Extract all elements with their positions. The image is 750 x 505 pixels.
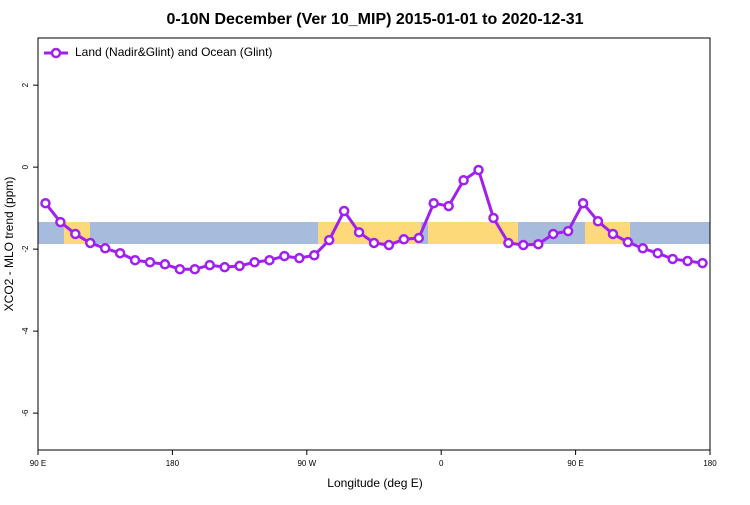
data-point xyxy=(488,212,499,224)
legend-swatch-marker xyxy=(50,47,62,59)
data-point xyxy=(652,247,663,259)
data-point xyxy=(70,228,81,240)
data-point xyxy=(204,259,215,271)
data-point xyxy=(562,225,574,237)
data-point xyxy=(667,253,678,265)
data-point xyxy=(99,243,111,254)
data-point xyxy=(323,234,335,246)
data-point xyxy=(697,257,708,269)
data-point xyxy=(85,237,96,249)
x-axis-label: Longitude (deg E) xyxy=(327,476,422,490)
data-point xyxy=(592,215,604,227)
data-point xyxy=(40,197,51,209)
data-point xyxy=(174,263,186,275)
data-point xyxy=(159,259,171,270)
x-tick-label: 0 xyxy=(439,459,444,468)
data-point xyxy=(234,260,245,272)
data-point xyxy=(533,238,544,250)
data-point xyxy=(129,254,141,266)
data-point xyxy=(413,232,425,244)
legend-label: Land (Nadir&Glint) and Ocean (Glint) xyxy=(75,45,272,59)
chart-title: 0-10N December (Ver 10_MIP) 2015-01-01 t… xyxy=(166,11,583,28)
data-point xyxy=(383,239,395,251)
y-tick-label: -2 xyxy=(21,245,30,253)
x-tick-label: 180 xyxy=(703,459,717,468)
data-point xyxy=(443,200,454,212)
y-tick-label: 0 xyxy=(21,164,30,169)
y-tick-label: 2 xyxy=(21,82,30,87)
data-point xyxy=(577,197,589,209)
data-point xyxy=(547,228,559,240)
data-point xyxy=(607,228,619,240)
data-point xyxy=(473,164,484,176)
data-point xyxy=(353,227,365,238)
data-point xyxy=(189,263,201,275)
x-tick-label: 90 W xyxy=(297,459,316,468)
plot-frame xyxy=(37,37,711,451)
data-point xyxy=(338,205,350,217)
data-point xyxy=(622,236,634,248)
data-point xyxy=(249,256,260,268)
data-point xyxy=(55,216,66,228)
data-point xyxy=(458,175,469,186)
x-tick-label: 180 xyxy=(166,459,180,468)
data-point xyxy=(309,250,320,261)
data-point xyxy=(518,239,529,251)
data-point xyxy=(264,254,275,266)
data-point xyxy=(219,261,230,273)
data-point xyxy=(294,252,305,264)
data-point xyxy=(682,255,693,267)
data-point xyxy=(428,197,439,209)
data-point xyxy=(503,237,514,249)
y-axis-label: XCO2 - MLO trend (ppm) xyxy=(2,177,16,312)
data-point xyxy=(368,237,380,249)
data-point xyxy=(637,243,649,254)
x-tick-label: 90 E xyxy=(30,459,46,468)
data-point xyxy=(398,234,410,245)
x-tick-label: 90 E xyxy=(567,459,583,468)
data-point xyxy=(144,256,156,268)
data-point xyxy=(279,250,290,262)
series-line xyxy=(44,167,703,271)
y-tick-label: -6 xyxy=(21,409,30,417)
y-tick-label: -4 xyxy=(21,327,30,335)
data-point xyxy=(114,247,126,259)
